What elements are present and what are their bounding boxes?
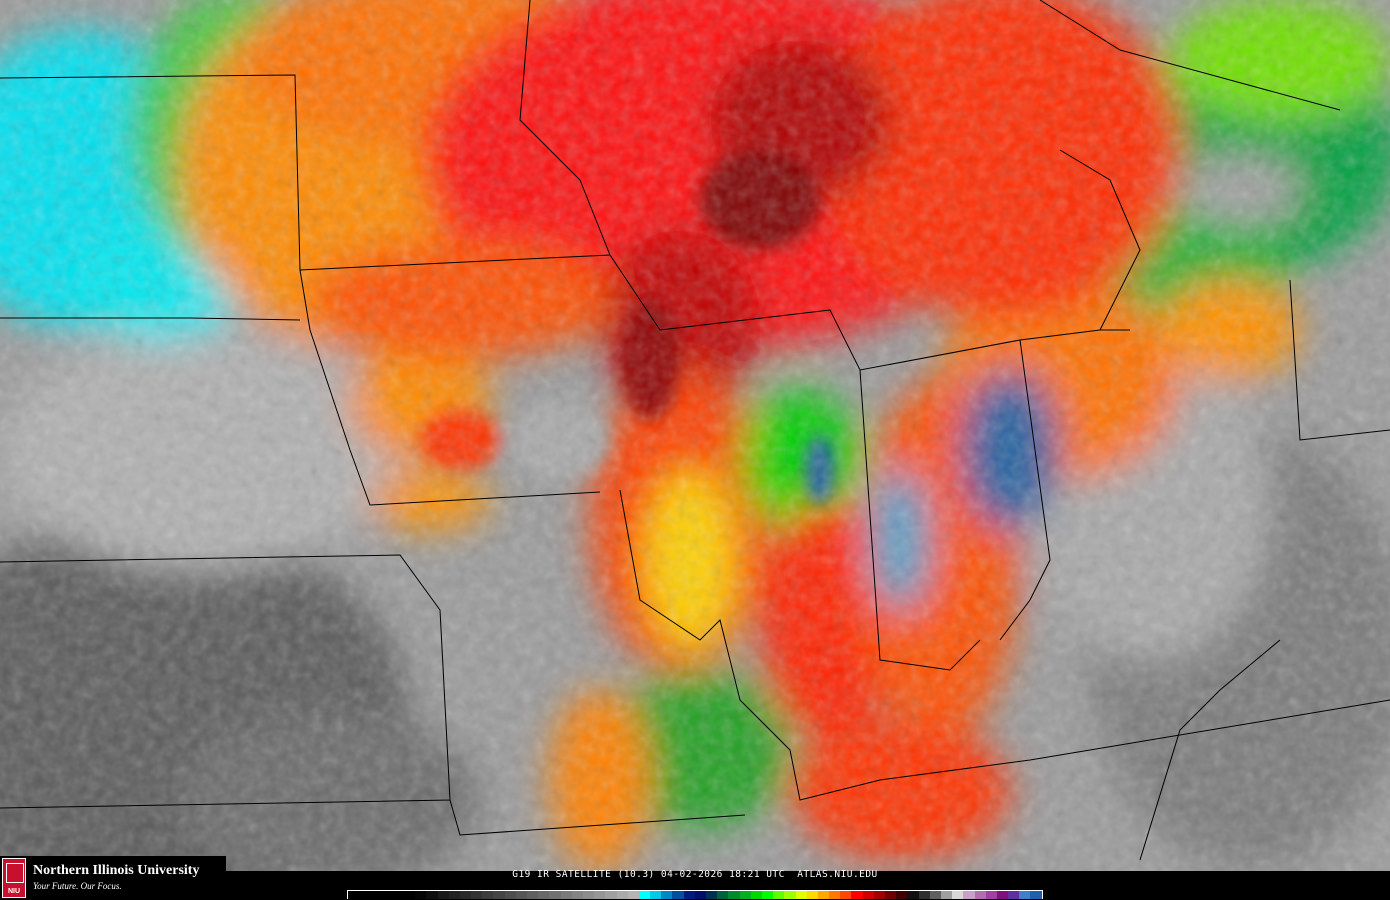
colorbar-swatch	[683, 891, 695, 899]
colorbar-swatch	[728, 891, 740, 899]
colorbar-swatch	[918, 891, 930, 899]
colorbar-swatch	[963, 891, 975, 899]
colorbar-swatch	[392, 891, 404, 899]
colorbar-swatch	[437, 891, 449, 899]
colorbar-swatch	[873, 891, 885, 899]
colorbar-swatch	[605, 891, 617, 899]
colorbar-swatch	[706, 891, 718, 899]
colorbar-swatch	[929, 891, 941, 899]
colorbar-swatch	[594, 891, 606, 899]
colorbar-swatch	[549, 891, 561, 899]
colorbar-swatch	[426, 891, 438, 899]
colorbar-swatch	[840, 891, 852, 899]
colorbar-swatch	[974, 891, 986, 899]
colorbar-swatch	[694, 891, 706, 899]
colorbar-swatch	[1019, 891, 1031, 899]
image-caption: G19 IR SATELLITE (10.3) 04-02-2026 18:21…	[512, 869, 878, 880]
colorbar-swatch	[459, 891, 472, 899]
colorbar-swatch	[885, 891, 897, 899]
colorbar-swatch	[560, 891, 572, 899]
colorbar-swatch	[750, 891, 762, 899]
colorbar-swatch	[471, 891, 483, 899]
colorbar-swatch	[504, 891, 516, 899]
colorbar-swatch	[348, 891, 360, 899]
niu-logo: NIU Northern Illinois University Your Fu…	[0, 856, 226, 900]
colorbar-swatch	[370, 891, 382, 899]
colorbar-swatch	[616, 891, 628, 899]
colorbar-swatch	[448, 891, 460, 899]
colorbar-swatch	[806, 891, 818, 899]
colorbar-swatch	[907, 891, 919, 899]
colorbar-swatch	[650, 891, 662, 899]
colorbar-swatch	[795, 891, 807, 899]
colorbar-swatch	[571, 891, 583, 899]
colorbar-swatch	[1030, 891, 1042, 899]
colorbar-swatch	[851, 891, 863, 899]
colorbar-swatch	[403, 891, 416, 899]
colorbar-swatch	[1008, 891, 1020, 899]
colorbar-swatch	[627, 891, 639, 899]
colorbar-swatch	[638, 891, 651, 899]
colorbar-swatch	[381, 891, 393, 899]
colorbar-swatch	[896, 891, 908, 899]
colorbar-swatch	[739, 891, 751, 899]
temperature-colorbar	[347, 890, 1043, 899]
colorbar-swatch	[661, 891, 673, 899]
colorbar-swatch	[940, 891, 953, 899]
colorbar-swatch	[996, 891, 1009, 899]
colorbar-swatch	[829, 891, 841, 899]
colorbar-swatch	[952, 891, 964, 899]
colorbar-swatch	[515, 891, 527, 899]
colorbar-swatch	[862, 891, 874, 899]
colorbar-swatch	[784, 891, 796, 899]
colorbar-swatch	[717, 891, 729, 899]
texture	[0, 0, 1390, 871]
colorbar-swatch	[538, 891, 550, 899]
state-borders	[0, 0, 1390, 861]
colorbar-swatch	[817, 891, 830, 899]
colorbar-swatch	[527, 891, 539, 899]
colorbar-swatch	[482, 891, 494, 899]
colorbar-swatch	[773, 891, 785, 899]
niu-seal-icon: NIU	[2, 858, 26, 898]
colorbar-swatch	[582, 891, 595, 899]
colorbar-swatch	[359, 891, 371, 899]
colorbar-swatch	[761, 891, 774, 899]
university-tagline: Your Future. Our Focus.	[33, 881, 122, 891]
colorbar-swatch	[672, 891, 684, 899]
colorbar-swatch	[985, 891, 997, 899]
colorbar-swatch	[415, 891, 427, 899]
ir-satellite-image	[0, 0, 1390, 871]
university-name: Northern Illinois University	[33, 863, 200, 878]
colorbar-swatch	[493, 891, 505, 899]
